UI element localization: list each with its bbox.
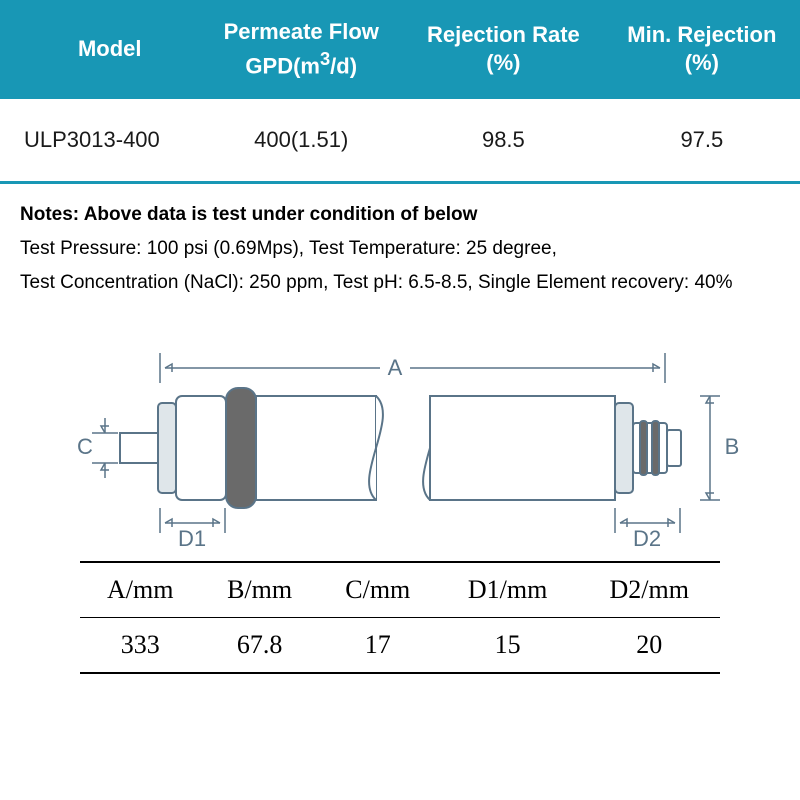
dim-C: C bbox=[77, 434, 93, 459]
spec-table-row: ULP3013-400 400(1.51) 98.5 97.5 bbox=[0, 99, 800, 183]
dim-val-D1: 15 bbox=[437, 618, 579, 674]
dim-col-B: B/mm bbox=[201, 562, 319, 618]
dim-table-row: 333 67.8 17 15 20 bbox=[80, 618, 720, 674]
col-rejection: Rejection Rate(%) bbox=[403, 0, 604, 99]
notes-line1: Test Pressure: 100 psi (0.69Mps), Test T… bbox=[20, 232, 780, 266]
spec-table-header: Model Permeate FlowGPD(m3/d) Rejection R… bbox=[0, 0, 800, 99]
dim-D1: D1 bbox=[178, 526, 206, 548]
dim-val-D2: 20 bbox=[578, 618, 720, 674]
dim-table-header: A/mm B/mm C/mm D1/mm D2/mm bbox=[80, 562, 720, 618]
dim-col-D1: D1/mm bbox=[437, 562, 579, 618]
col-min-rejection: Min. Rejection(%) bbox=[604, 0, 800, 99]
dim-val-A: 333 bbox=[80, 618, 201, 674]
dim-val-C: 17 bbox=[319, 618, 437, 674]
col-permeate: Permeate FlowGPD(m3/d) bbox=[199, 0, 403, 99]
dimension-table: A/mm B/mm C/mm D1/mm D2/mm 333 67.8 17 1… bbox=[80, 561, 720, 674]
col-model: Model bbox=[0, 0, 199, 99]
notes-title: Notes: Above data is test under conditio… bbox=[20, 198, 780, 232]
dim-D2: D2 bbox=[633, 526, 661, 548]
dim-col-C: C/mm bbox=[319, 562, 437, 618]
cell-rejection: 98.5 bbox=[403, 99, 604, 183]
cell-permeate: 400(1.51) bbox=[199, 99, 403, 183]
dim-B: B bbox=[725, 434, 740, 459]
dim-A: A bbox=[388, 355, 403, 380]
cell-min-rejection: 97.5 bbox=[604, 99, 800, 183]
notes-line2: Test Concentration (NaCl): 250 ppm, Test… bbox=[20, 266, 780, 300]
dim-val-B: 67.8 bbox=[201, 618, 319, 674]
spec-table: Model Permeate FlowGPD(m3/d) Rejection R… bbox=[0, 0, 800, 184]
dim-col-A: A/mm bbox=[80, 562, 201, 618]
dim-col-D2: D2/mm bbox=[578, 562, 720, 618]
notes-block: Notes: Above data is test under conditio… bbox=[0, 184, 800, 309]
diagram: A C B bbox=[0, 308, 800, 553]
cell-model: ULP3013-400 bbox=[0, 99, 199, 183]
